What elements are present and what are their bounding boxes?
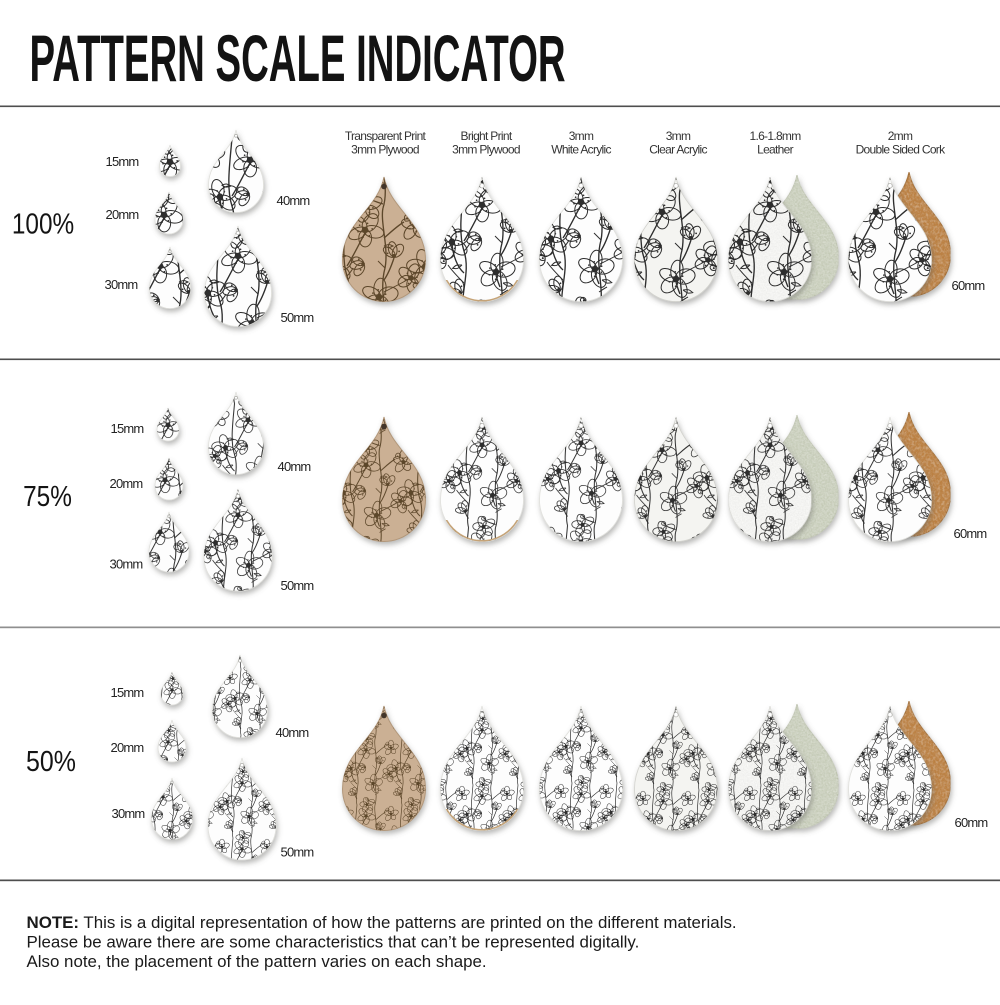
svg-text:20mm: 20mm xyxy=(110,476,143,491)
svg-text:3mm: 3mm xyxy=(666,129,691,143)
svg-text:60mm: 60mm xyxy=(955,815,988,830)
svg-text:Transparent Print: Transparent Print xyxy=(345,129,427,143)
svg-text:Clear Acrylic: Clear Acrylic xyxy=(649,143,707,157)
svg-text:3mm: 3mm xyxy=(569,129,594,143)
svg-text:Double Sided Cork: Double Sided Cork xyxy=(856,143,947,157)
svg-text:PATTERN SCALE INDICATOR: PATTERN SCALE INDICATOR xyxy=(30,22,566,95)
svg-text:50mm: 50mm xyxy=(281,578,314,593)
svg-text:15mm: 15mm xyxy=(111,685,144,700)
svg-text:50%: 50% xyxy=(26,745,76,777)
svg-text:30mm: 30mm xyxy=(105,277,138,292)
svg-text:20mm: 20mm xyxy=(111,740,144,755)
svg-text:NOTE: This is a digital repres: NOTE: This is a digital representation o… xyxy=(27,913,737,932)
svg-text:40mm: 40mm xyxy=(276,725,309,740)
svg-text:30mm: 30mm xyxy=(110,557,143,572)
svg-text:40mm: 40mm xyxy=(278,459,311,474)
svg-text:3mm Plywood: 3mm Plywood xyxy=(351,143,419,157)
svg-text:Also note, the placement of th: Also note, the placement of the pattern … xyxy=(27,952,487,971)
svg-text:Please be aware there are some: Please be aware there are some character… xyxy=(27,933,640,952)
svg-text:Leather: Leather xyxy=(757,143,794,157)
svg-text:15mm: 15mm xyxy=(106,154,139,169)
svg-text:50mm: 50mm xyxy=(281,310,314,325)
svg-text:30mm: 30mm xyxy=(112,806,145,821)
svg-text:20mm: 20mm xyxy=(106,207,139,222)
svg-text:3mm Plywood: 3mm Plywood xyxy=(452,143,520,157)
svg-text:White Acrylic: White Acrylic xyxy=(551,143,611,157)
svg-text:50mm: 50mm xyxy=(281,845,314,860)
svg-text:2mm: 2mm xyxy=(888,129,913,143)
svg-text:60mm: 60mm xyxy=(954,526,987,541)
svg-text:75%: 75% xyxy=(23,480,72,512)
svg-text:Bright Print: Bright Print xyxy=(461,129,513,143)
svg-text:1.6-1.8mm: 1.6-1.8mm xyxy=(749,129,801,143)
svg-text:15mm: 15mm xyxy=(111,421,144,436)
svg-text:40mm: 40mm xyxy=(277,193,310,208)
svg-text:100%: 100% xyxy=(12,208,74,240)
svg-text:60mm: 60mm xyxy=(952,278,985,293)
